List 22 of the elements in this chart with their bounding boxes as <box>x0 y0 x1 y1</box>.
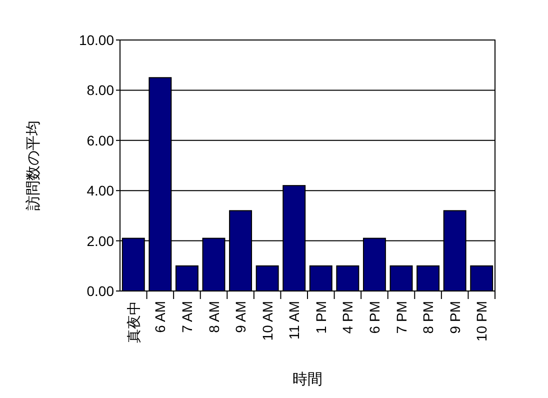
x-tick-label: 10 AM <box>259 301 276 341</box>
x-tick-label: 4 PM <box>340 301 356 334</box>
x-tick-label: 8 AM <box>206 301 222 333</box>
x-tick-label: 真夜中 <box>125 301 142 343</box>
x-tick-label: 1 PM <box>312 301 329 334</box>
x-tick-label: 7 AM <box>178 301 195 333</box>
y-tick-label: 8.00 <box>86 82 114 98</box>
x-axis-title: 時間 <box>292 371 322 388</box>
y-tick-label: 0.00 <box>86 283 114 299</box>
y-axis-title: 訪問数の平均 <box>25 120 42 210</box>
x-tick-label: 11 AM <box>286 301 302 340</box>
x-tick-label: 6 AM <box>152 301 168 333</box>
y-tick-label: 2.00 <box>86 232 114 249</box>
y-tick-label: 4.00 <box>86 182 114 199</box>
x-tick-label: 8 PM <box>420 301 436 334</box>
y-tick-label: 6.00 <box>86 132 114 148</box>
x-tick-label: 9 AM <box>232 301 249 333</box>
x-tick-label: 9 PM <box>446 301 463 334</box>
y-tick-label: 10.00 <box>78 32 114 48</box>
x-tick-label: 10 PM <box>474 301 490 342</box>
x-tick-label: 7 PM <box>393 301 410 334</box>
x-tick-label: 6 PM <box>366 301 382 334</box>
